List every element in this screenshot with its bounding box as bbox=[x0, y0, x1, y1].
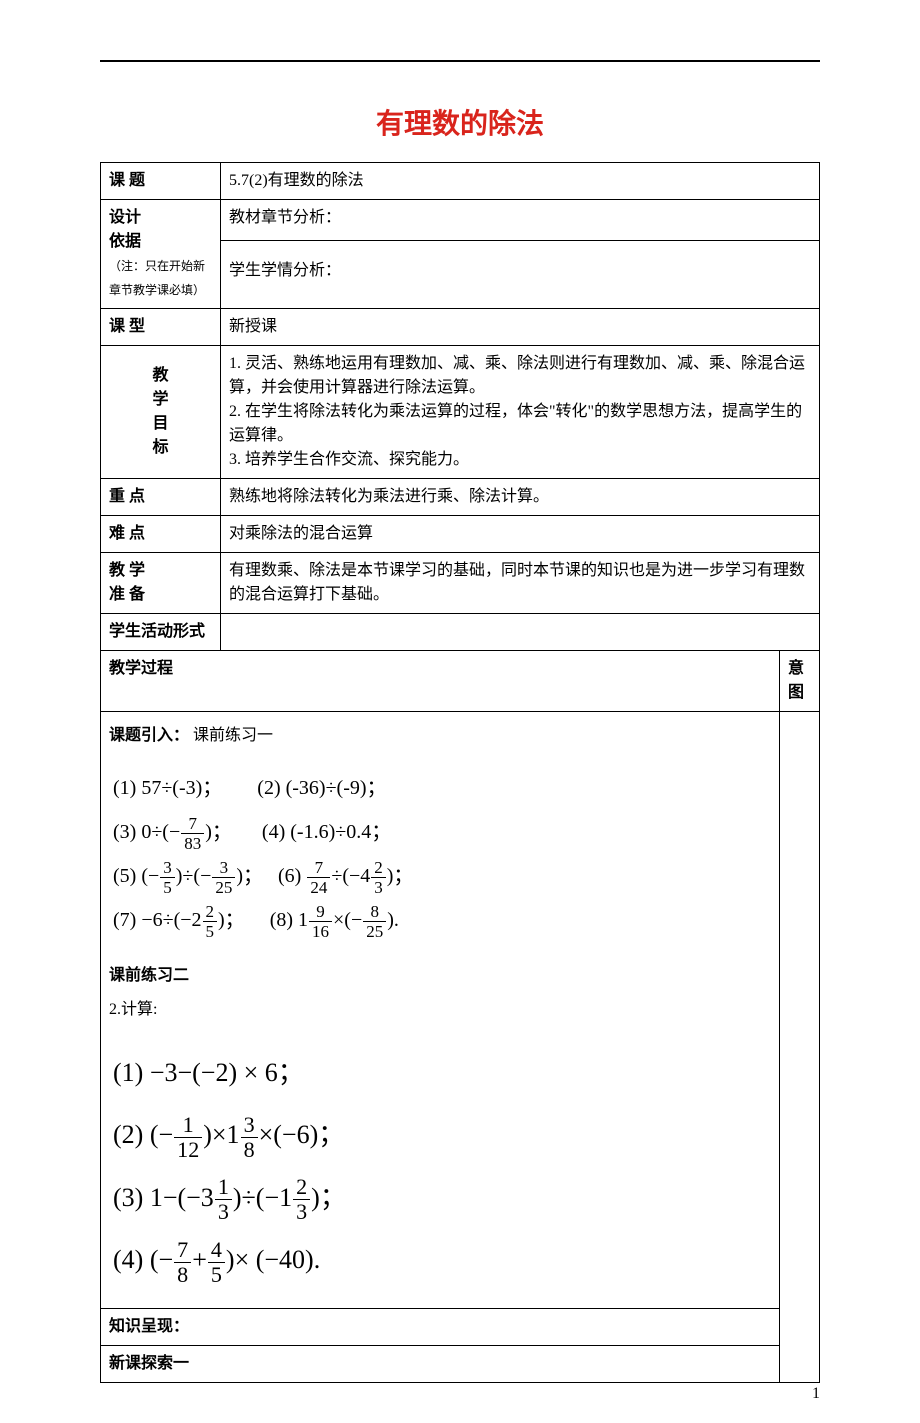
label-diff: 难 点 bbox=[101, 516, 221, 553]
label-goal: 教 学 目 标 bbox=[101, 346, 221, 479]
frac-8-25: 825 bbox=[363, 903, 386, 940]
frac-9-16: 916 bbox=[309, 903, 332, 940]
ex1-8-mid: ×(− bbox=[333, 909, 362, 931]
ex2-1: (1) −3−(−2) × 6； bbox=[113, 1042, 767, 1104]
ex2-2-post: ×(−6)； bbox=[259, 1120, 345, 1149]
intro-tail: 课前练习一 bbox=[193, 727, 273, 744]
label-design-l2: 依据 bbox=[109, 233, 141, 250]
cell-intro: 课题引入： 课前练习一 (1) 57÷(-3)； (2) (-36)÷(-9)；… bbox=[101, 712, 780, 1309]
goal-l3: 目 bbox=[152, 415, 168, 432]
row-diff: 难 点 对乘除法的混合运算 bbox=[101, 516, 820, 553]
value-topic: 5.7(2)有理数的除法 bbox=[221, 163, 820, 200]
ex1-4: (4) (-1.6)÷0.4； bbox=[262, 821, 391, 843]
frac-2-3a: 23 bbox=[371, 859, 386, 896]
ex2-4-pre: (4) (− bbox=[113, 1245, 173, 1274]
label-prep: 教 学 准 备 bbox=[101, 553, 221, 614]
ex1-3-pre: (3) 0÷(− bbox=[113, 821, 180, 843]
row-goal: 教 学 目 标 1. 灵活、熟练地运用有理数加、减、乘、除法则进行有理数加、减、… bbox=[101, 346, 820, 479]
value-diff: 对乘除法的混合运算 bbox=[221, 516, 820, 553]
ex2-4-post: )× (−40). bbox=[226, 1245, 320, 1274]
value-design-2: 学生学情分析： bbox=[221, 241, 820, 309]
ex1-2: (2) (-36)÷(-9)； bbox=[257, 777, 386, 799]
label-design-l1: 设计 bbox=[109, 209, 141, 226]
row-topic: 课 题 5.7(2)有理数的除法 bbox=[101, 163, 820, 200]
ex1-5-mid: )÷(− bbox=[176, 865, 212, 887]
ex2-3-post: )； bbox=[311, 1183, 346, 1212]
intent-col bbox=[779, 712, 819, 1383]
ex1-7-pre: (7) −6÷(−2 bbox=[113, 909, 202, 931]
label-design: 设计 依据 （注：只在开始新章节教学课必填） bbox=[101, 200, 221, 309]
row-activity: 学生活动形式 bbox=[101, 614, 820, 651]
ex2-2-pre: (2) (− bbox=[113, 1120, 173, 1149]
page-title: 有理数的除法 bbox=[100, 102, 820, 142]
value-goal: 1. 灵活、熟练地运用有理数加、减、乘、除法则进行有理数加、减、乘、除混合运算，… bbox=[221, 346, 820, 479]
ex2-3-pre: (3) 1−(−3 bbox=[113, 1183, 214, 1212]
row-know: 知识呈现： bbox=[101, 1308, 820, 1345]
ex1-6-mid: ÷(−4 bbox=[331, 865, 370, 887]
goal-l4: 标 bbox=[152, 439, 168, 456]
ex1-3-post: )； bbox=[205, 821, 232, 843]
frac-3-8: 38 bbox=[241, 1114, 258, 1161]
goal-l1: 教 bbox=[152, 367, 168, 384]
value-design-1: 教材章节分析： bbox=[221, 200, 820, 241]
ex1-5-pre: (5) (− bbox=[113, 865, 159, 887]
frac-7-24: 724 bbox=[307, 859, 330, 896]
label-type: 课 型 bbox=[101, 309, 221, 346]
label-activity: 学生活动形式 bbox=[101, 614, 221, 651]
row-explore: 新课探索一 bbox=[101, 1345, 820, 1382]
label-focus: 重 点 bbox=[101, 479, 221, 516]
row-focus: 重 点 熟练地将除法转化为乘法进行乘、除法计算。 bbox=[101, 479, 820, 516]
label-design-note: （注：只在开始新章节教学课必填） bbox=[109, 259, 205, 297]
frac-1-3: 13 bbox=[215, 1176, 232, 1223]
goal-l2: 学 bbox=[152, 391, 168, 408]
know-head: 知识呈现： bbox=[101, 1308, 780, 1345]
explore-head: 新课探索一 bbox=[101, 1345, 780, 1382]
frac-2-5: 25 bbox=[203, 903, 218, 940]
frac-1-12: 112 bbox=[174, 1114, 202, 1161]
frac-2-3b: 23 bbox=[293, 1176, 310, 1223]
calc-label: 2.计算: bbox=[109, 998, 771, 1022]
intro-head: 课题引入： bbox=[109, 727, 189, 744]
value-type: 新授课 bbox=[221, 309, 820, 346]
ex1-7-post: )； bbox=[218, 909, 245, 931]
label-process: 教学过程 bbox=[101, 651, 780, 712]
exercise-1: (1) 57÷(-3)； (2) (-36)÷(-9)； (3) 0÷(−783… bbox=[109, 758, 771, 950]
row-process-head: 教学过程 意图 bbox=[101, 651, 820, 712]
frac-7-8: 78 bbox=[174, 1239, 191, 1286]
row-design-1: 设计 依据 （注：只在开始新章节教学课必填） 教材章节分析： bbox=[101, 200, 820, 241]
value-prep: 有理数乘、除法是本节课学习的基础，同时本节课的知识也是为进一步学习有理数的混合运… bbox=[221, 553, 820, 614]
frac-7-83: 783 bbox=[181, 815, 204, 852]
ex1-6-pre: (6) bbox=[278, 865, 306, 887]
row-intro: 课题引入： 课前练习一 (1) 57÷(-3)； (2) (-36)÷(-9)；… bbox=[101, 712, 820, 1309]
ex1-5-post: )； bbox=[236, 865, 263, 887]
row-type: 课 型 新授课 bbox=[101, 309, 820, 346]
label-topic: 课 题 bbox=[101, 163, 221, 200]
pre2-head: 课前练习二 bbox=[109, 964, 771, 988]
ex1-8-pre: (8) 1 bbox=[270, 909, 308, 931]
page-number: 1 bbox=[812, 1385, 820, 1403]
top-rule bbox=[100, 60, 820, 62]
frac-3-5: 35 bbox=[160, 859, 175, 896]
ex1-1: (1) 57÷(-3)； bbox=[113, 777, 222, 799]
value-activity bbox=[221, 614, 820, 651]
ex1-8-post: ). bbox=[387, 909, 399, 931]
label-prep-1: 教 学 bbox=[109, 562, 145, 579]
value-focus: 熟练地将除法转化为乘法进行乘、除法计算。 bbox=[221, 479, 820, 516]
row-prep: 教 学 准 备 有理数乘、除法是本节课学习的基础，同时本节课的知识也是为进一步学… bbox=[101, 553, 820, 614]
label-prep-2: 准 备 bbox=[109, 586, 145, 603]
frac-3-25: 325 bbox=[212, 859, 235, 896]
frac-4-5: 45 bbox=[208, 1239, 225, 1286]
exercise-2: (1) −3−(−2) × 6； (2) (−112)×138×(−6)； (3… bbox=[109, 1032, 771, 1302]
ex2-4-mid: + bbox=[192, 1245, 207, 1274]
label-intent: 意图 bbox=[779, 651, 819, 712]
ex2-3-mid: )÷(−1 bbox=[233, 1183, 292, 1212]
ex1-6-post: )； bbox=[387, 865, 414, 887]
ex2-2-mid: )×1 bbox=[203, 1120, 239, 1149]
lesson-table: 课 题 5.7(2)有理数的除法 设计 依据 （注：只在开始新章节教学课必填） … bbox=[100, 162, 820, 1383]
